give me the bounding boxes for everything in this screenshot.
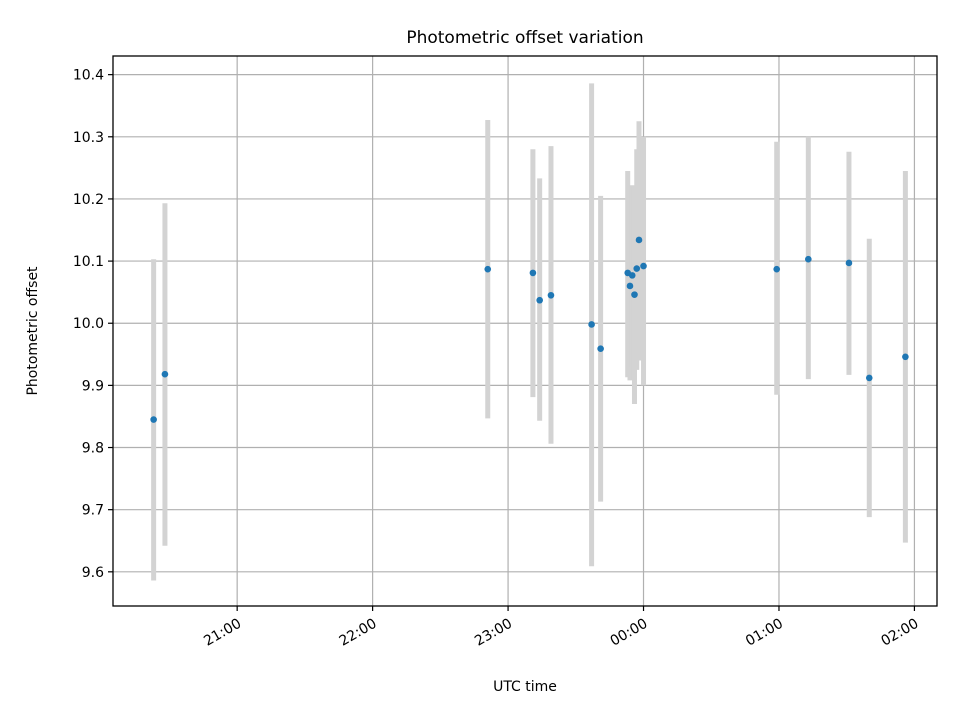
data-point [628,272,636,279]
data-point [597,345,604,353]
x-tick-label: 02:00 [878,616,921,650]
data-points [150,236,909,423]
x-tick-label: 00:00 [608,616,651,650]
data-point [161,370,169,378]
x-tick-label: 23:00 [472,616,515,650]
error-bars [151,83,908,581]
y-tick-label: 10.0 [73,316,104,332]
data-point [845,259,853,267]
y-tick-label: 9.9 [82,378,104,394]
y-axis-ticks: 9.6 9.7 9.8 9.9 10.0 10.1 10.2 10.3 10.4 [73,68,113,581]
x-tick-label: 22:00 [337,616,380,650]
x-tick-label: 21:00 [201,616,244,650]
data-point [773,265,781,273]
data-point [640,262,647,270]
y-axis-label: Photometric offset [25,266,41,396]
data-point [626,282,634,290]
data-point [547,291,555,299]
y-tick-label: 10.1 [73,254,104,270]
y-tick-label: 10.4 [73,68,104,84]
x-axis-label: UTC time [493,679,557,695]
data-point [902,353,909,361]
data-point [536,296,543,304]
data-point [631,291,638,298]
y-tick-label: 10.3 [73,130,104,146]
data-point [484,265,492,273]
grid [113,56,937,606]
plot-frame [112,55,938,607]
data-point [635,236,643,244]
y-tick-label: 9.8 [82,441,104,457]
data-point [529,269,537,277]
data-point [588,321,595,328]
y-tick-label: 10.2 [73,192,104,208]
y-tick-label: 9.7 [82,503,104,519]
y-tick-label: 9.6 [82,565,104,581]
x-tick-label: 01:00 [743,616,786,650]
data-point [865,374,873,382]
data-point [633,265,641,272]
data-point [805,255,812,263]
data-point [150,416,157,423]
x-axis-ticks: 21:00 22:00 23:00 00:00 01:00 02:00 [201,606,921,650]
chart-title: Photometric offset variation [406,28,643,48]
